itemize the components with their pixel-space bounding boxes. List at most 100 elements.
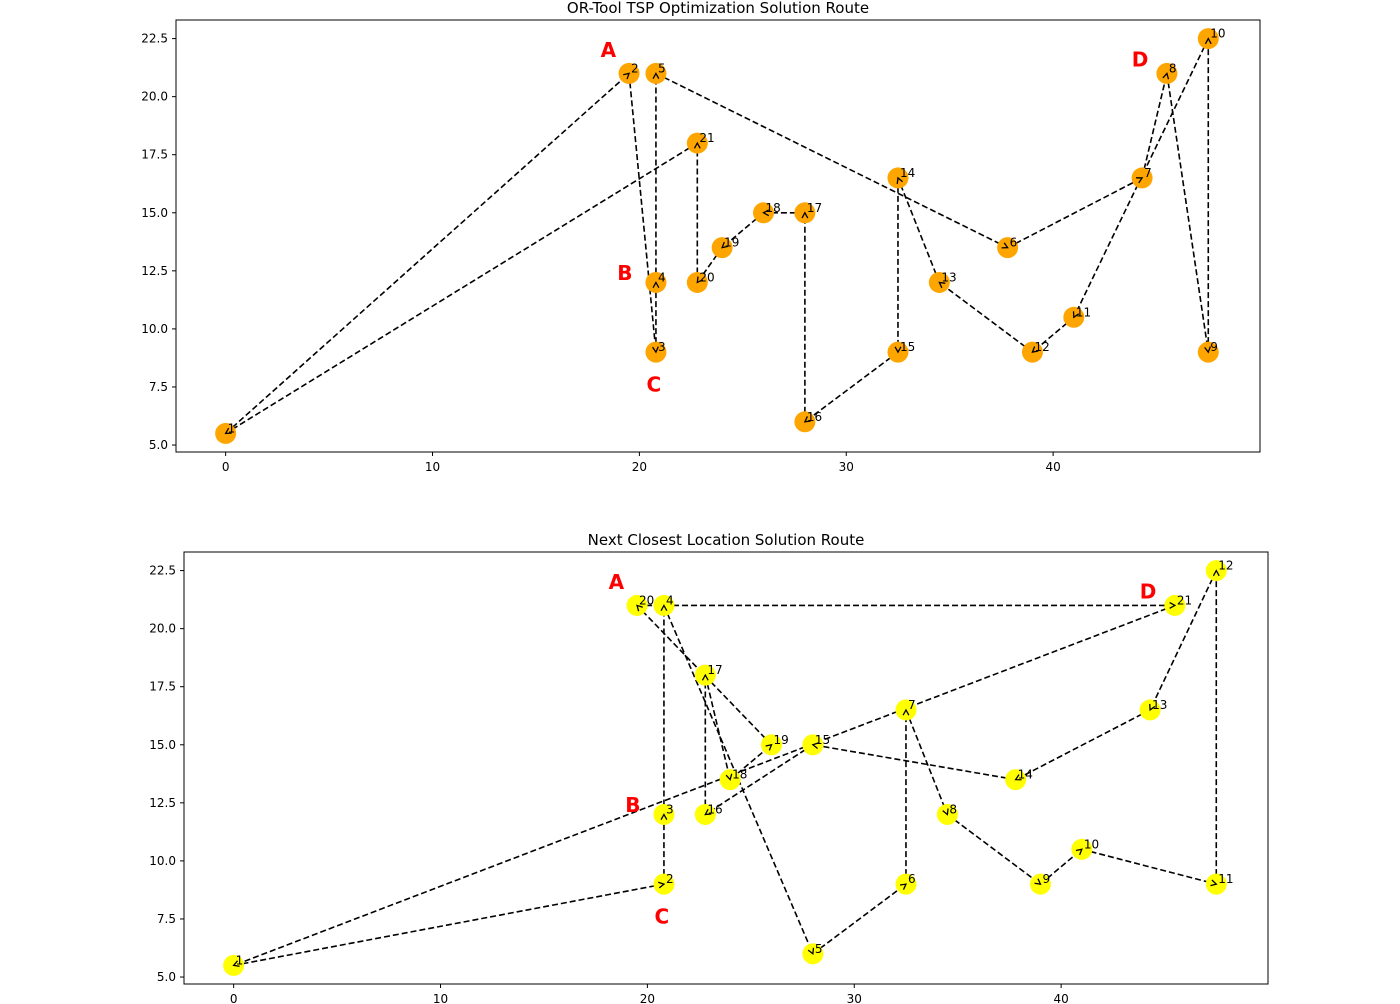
location-label: 12 [1034, 340, 1049, 354]
x-tick-label: 0 [222, 460, 230, 474]
location-label: 3 [666, 802, 674, 816]
y-tick-label: 15.0 [149, 738, 176, 752]
annotation-label: A [601, 38, 617, 62]
location-label: 1 [228, 421, 236, 435]
route-arrowhead [701, 673, 709, 681]
y-tick-label: 7.5 [149, 380, 168, 394]
annotation-label: C [647, 373, 662, 397]
x-tick-label: 30 [847, 992, 862, 1004]
route-arrowhead [1204, 346, 1211, 354]
location-label: 6 [1010, 236, 1018, 250]
x-tick-label: 40 [1053, 992, 1068, 1004]
route-arrowhead [660, 604, 668, 611]
x-tick-label: 40 [1045, 460, 1060, 474]
y-tick-label: 17.5 [141, 148, 168, 162]
location-label: 21 [1177, 593, 1192, 607]
y-tick-label: 20.0 [149, 622, 176, 636]
route-arrowhead [224, 427, 232, 435]
annotation-label: D [1140, 579, 1157, 603]
route-segment [704, 674, 731, 780]
route-arrowhead [942, 808, 949, 816]
route-arrowhead [652, 346, 659, 354]
route-arrowhead [894, 346, 902, 354]
route-segment [1141, 73, 1168, 179]
route-arrowhead [1212, 569, 1220, 577]
x-tick-label: 20 [640, 992, 655, 1004]
route-arrowhead [658, 881, 666, 889]
chart-title: Next Closest Location Solution Route [588, 531, 865, 549]
route-arrowhead [1162, 72, 1170, 80]
route-arrowhead [232, 960, 240, 967]
y-tick-label: 10.0 [141, 322, 168, 336]
location-label: 19 [724, 236, 739, 250]
location-label: 9 [1042, 872, 1050, 886]
route-segment [628, 73, 657, 353]
route-segment [812, 883, 907, 955]
route-arrowhead [938, 281, 946, 289]
location-label: 21 [699, 131, 714, 145]
location-label: 4 [658, 270, 666, 284]
location-label: 19 [774, 733, 789, 747]
route-arrowhead [1136, 177, 1144, 184]
route-segment [1149, 570, 1218, 711]
location-label: 20 [639, 593, 654, 607]
route-segment [225, 72, 630, 435]
location-label: 16 [707, 802, 722, 816]
route-segment [225, 142, 698, 435]
chart-title: OR-Tool TSP Optimization Solution Route [567, 0, 869, 17]
route-arrowhead [896, 176, 904, 184]
route-arrowhead [762, 209, 770, 217]
route-arrowhead [636, 604, 643, 612]
location-label: 20 [699, 270, 714, 284]
axes-frame [175, 19, 1261, 453]
route-arrowhead [704, 808, 712, 816]
axes-frame [183, 551, 1269, 985]
route-arrowhead [801, 211, 809, 219]
annotation-label: D [1132, 47, 1149, 71]
y-tick-label: 10.0 [149, 854, 176, 868]
annotation-label: B [617, 261, 632, 285]
route-segment [1015, 709, 1151, 781]
x-tick-label: 0 [230, 992, 238, 1004]
location-label: 13 [1152, 698, 1167, 712]
location-label: 13 [941, 270, 956, 284]
annotation-label: C [655, 905, 670, 929]
location-label: 15 [815, 733, 830, 747]
route-segment [804, 351, 899, 423]
location-label: 6 [908, 872, 916, 886]
route-arrowhead [725, 773, 733, 781]
route-arrowhead [623, 72, 631, 80]
x-tick-label: 10 [433, 992, 448, 1004]
route-arrowhead [902, 708, 910, 716]
route-arrowhead [652, 72, 660, 79]
location-label: 3 [658, 340, 666, 354]
location-label: 8 [1169, 61, 1177, 75]
y-tick-label: 7.5 [157, 912, 176, 926]
y-tick-label: 22.5 [141, 32, 168, 46]
route-segment [655, 72, 1008, 249]
location-label: 15 [900, 340, 915, 354]
route-arrowhead [899, 883, 908, 890]
route-segment [1166, 73, 1210, 353]
location-label: 18 [766, 201, 781, 215]
route-segment [1081, 848, 1217, 885]
route-arrowhead [765, 743, 773, 751]
location-label: 11 [1218, 872, 1233, 886]
location-label: 7 [1144, 166, 1152, 180]
location-label: 17 [707, 663, 722, 677]
route-arrowhead [696, 276, 703, 284]
location-label: 16 [807, 410, 822, 424]
route-arrowhead [1014, 774, 1022, 781]
route-arrowhead [803, 416, 811, 423]
route-segment [946, 813, 1041, 885]
route-segment [897, 177, 941, 283]
route-segment [812, 743, 1016, 781]
y-tick-label: 12.5 [141, 264, 168, 278]
y-tick-label: 17.5 [149, 680, 176, 694]
route-arrowhead [1034, 878, 1042, 885]
y-tick-label: 22.5 [149, 564, 176, 578]
x-tick-label: 10 [425, 460, 440, 474]
y-tick-label: 5.0 [149, 438, 168, 452]
location-label: 7 [908, 698, 916, 712]
route-arrowhead [1149, 703, 1156, 712]
